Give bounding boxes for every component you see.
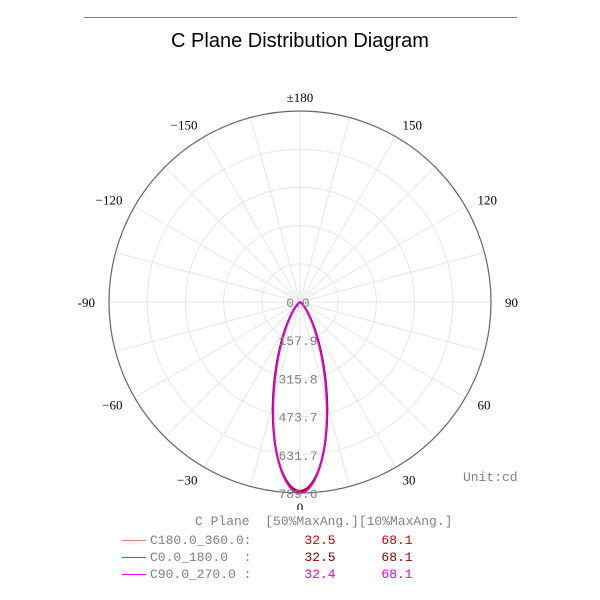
grid-spoke [299, 136, 396, 303]
legend-line-swatch [122, 540, 146, 541]
grid-spoke [299, 301, 466, 398]
legend-line-swatch [122, 574, 146, 575]
legend-row: C90.0_270.0 : 32.4 68.1 [0, 567, 600, 583]
grid-spoke [164, 166, 301, 303]
grid-spoke [204, 136, 301, 303]
legend-row: C180.0_360.0: 32.5 68.1 [0, 533, 600, 549]
intensity-curve-2 [272, 301, 328, 494]
grid-spoke [299, 301, 350, 487]
legend-50-value: 32.5 [304, 550, 336, 565]
legend-10-value: 68.1 [381, 533, 413, 548]
angle-label: 0 [297, 500, 304, 510]
polar-grid [108, 110, 492, 494]
legend-series-name: C90.0_270.0 : [150, 567, 252, 582]
angle-label: 90 [505, 295, 518, 310]
grid-spoke [115, 301, 301, 352]
radial-tick-label: 473.7 [278, 411, 317, 426]
radial-tick-label: 789.6 [278, 487, 317, 502]
grid-spoke [250, 301, 301, 487]
grid-spoke [134, 206, 301, 303]
angle-label: ±180 [287, 90, 314, 105]
angle-label: −60 [102, 398, 122, 413]
legend-50-value: 32.4 [304, 567, 336, 582]
top-divider [84, 17, 517, 18]
grid-spoke [164, 301, 301, 438]
grid-spoke [299, 301, 485, 352]
intensity-curves [271, 301, 329, 494]
radial-tick-label: 0.0 [286, 296, 309, 311]
chart-title: C Plane Distribution Diagram [171, 30, 429, 52]
legend-50-value: 32.5 [304, 533, 336, 548]
angle-label: −120 [96, 193, 123, 208]
legend-line-swatch [122, 557, 146, 558]
legend-header: C Plane [50%MaxAng.][10%MaxAng.] [195, 514, 453, 529]
grid-spoke [299, 206, 466, 303]
grid-spoke [250, 117, 301, 303]
grid-spoke [299, 252, 485, 303]
radial-tick-label: 631.7 [278, 449, 317, 464]
angle-label: −30 [177, 473, 197, 488]
radial-tick-label: 315.8 [278, 372, 317, 387]
legend-row: C0.0_180.0 : 32.5 68.1 [0, 550, 600, 566]
grid-spoke [115, 252, 301, 303]
unit-label: Unit:cd [463, 470, 518, 485]
legend-10-value: 68.1 [381, 550, 413, 565]
angle-label: 60 [478, 398, 491, 413]
angle-label: -90 [78, 295, 95, 310]
legend-10-value: 68.1 [381, 567, 413, 582]
grid-spoke [299, 166, 436, 303]
legend-series-name: C0.0_180.0 : [150, 550, 252, 565]
angle-label: 120 [478, 193, 498, 208]
angle-label: −150 [171, 117, 198, 132]
radial-tick-label: 157.9 [278, 334, 317, 349]
angle-label: 30 [403, 473, 416, 488]
polar-chart: ±180 150 −150 120 −120 90 -90 60 −60 30 −30 0 0.0 157… [78, 90, 518, 510]
grid-spoke [299, 117, 350, 303]
chart-labels: ±180 150 −150 120 −120 90 -90 60 −60 30 −30 0 0.0 157… [78, 90, 518, 510]
angle-label: 150 [403, 117, 423, 132]
legend-series-name: C180.0_360.0: [150, 533, 252, 548]
grid-spoke [134, 301, 301, 398]
grid-spoke [299, 301, 436, 438]
